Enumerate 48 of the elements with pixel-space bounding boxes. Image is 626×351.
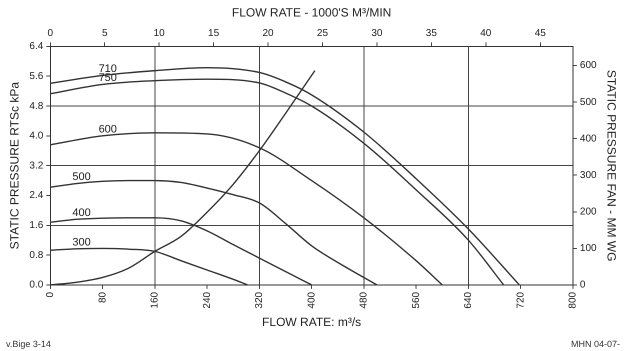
x-tick-label: 640 — [463, 291, 474, 309]
y-tick-label: 4.8 — [29, 100, 44, 112]
x2-tick-label: 30 — [371, 28, 383, 40]
text: MHN 04-07- — [570, 339, 620, 349]
x2-tick-label: 35 — [426, 28, 438, 40]
y2-tick-label: 300 — [580, 170, 598, 181]
y-axis-title: STATIC PRESSURE RTSc kPa — [8, 82, 22, 250]
y2-tick-label: 600 — [580, 60, 598, 72]
y-tick-label: 6.4 — [29, 41, 44, 52]
x-tick-label: 480 — [358, 291, 370, 309]
series-label: 600 — [98, 123, 117, 136]
y2-tick-label: 500 — [580, 96, 598, 108]
y-tick-label: 0.0 — [29, 280, 44, 291]
y2-tick-label: 100 — [580, 243, 598, 254]
x-tick-label: 160 — [150, 291, 161, 309]
x2-axis-title: FLOW RATE - 1000'S M³/MIN — [232, 6, 392, 20]
x-tick-label: 800 — [568, 291, 579, 309]
x-tick-label: 720 — [515, 291, 526, 309]
y2-axis-title: STATIC PRESSURE FAN - MM WG — [604, 70, 618, 262]
y-tick-label: 1.6 — [29, 220, 44, 232]
x2-tick-label: 45 — [534, 28, 546, 40]
x2-tick-label: 40 — [480, 28, 492, 40]
series-label: 300 — [72, 236, 91, 248]
y-tick-label: 5.6 — [29, 70, 44, 82]
x-axis-title: FLOW RATE: m³/s — [262, 315, 362, 330]
y-tick-label: 4.0 — [29, 130, 44, 142]
x-tick-label: 320 — [254, 291, 266, 309]
y2-tick-label: 0 — [580, 280, 586, 291]
x2-tick-label: 5 — [102, 28, 108, 40]
x-tick-label: 560 — [410, 291, 422, 309]
y-tick-label: 3.2 — [29, 160, 44, 172]
y2-tick-label: 200 — [580, 206, 598, 218]
x-tick-label: 400 — [306, 291, 318, 309]
series-label: 400 — [72, 206, 91, 219]
y-tick-label: 0.8 — [29, 250, 44, 261]
x2-tick-label: 10 — [154, 28, 166, 40]
x-tick-label: 80 — [97, 291, 108, 304]
y-tick-label: 2.4 — [29, 190, 44, 202]
x2-tick-label: 0 — [48, 28, 54, 40]
text: v.Bige 3-14 — [6, 339, 51, 349]
x-tick-label: 240 — [202, 291, 213, 309]
series-label: 500 — [72, 171, 91, 184]
x-tick-label: 0 — [45, 291, 56, 298]
x2-tick-label: 15 — [208, 28, 220, 40]
x2-tick-label: 20 — [262, 28, 274, 40]
y2-tick-label: 400 — [580, 133, 598, 144]
series-label: 750 — [98, 72, 117, 84]
x2-tick-label: 25 — [316, 28, 328, 40]
